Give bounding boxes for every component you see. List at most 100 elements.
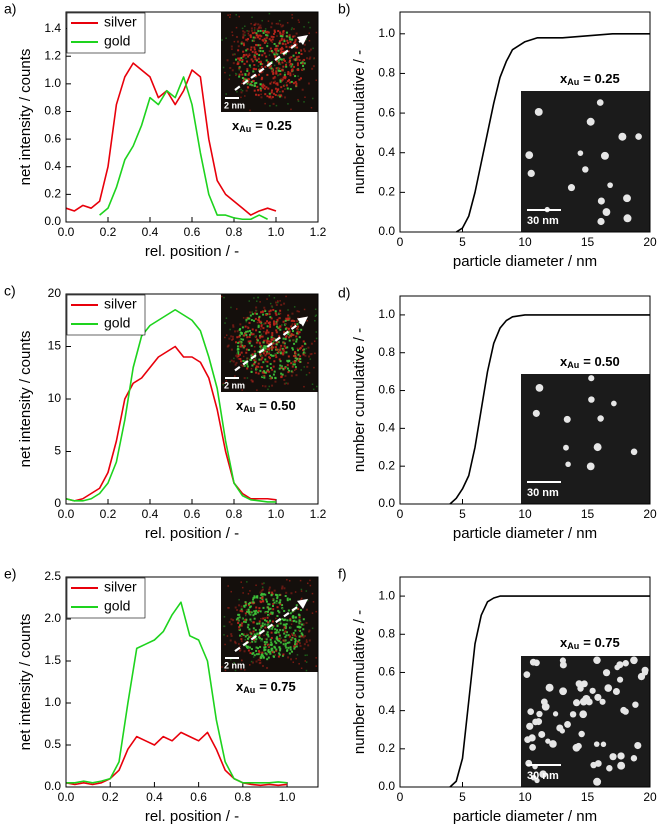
inset-noise xyxy=(292,73,295,76)
inset-noise xyxy=(224,71,226,74)
legend-box xyxy=(66,12,146,54)
inset-pixel xyxy=(247,55,250,58)
particle xyxy=(552,711,559,717)
inset-noise xyxy=(235,73,238,75)
inset-pixel xyxy=(241,59,244,62)
inset-noise xyxy=(274,352,276,355)
inset-pixel xyxy=(297,359,300,362)
composition-subscript: Au xyxy=(567,77,579,87)
inset-pixel xyxy=(300,635,303,638)
inset-pixel xyxy=(267,31,270,34)
inset-pixel xyxy=(272,354,275,357)
inset-pixel xyxy=(250,46,253,49)
inset-pixel xyxy=(270,67,273,70)
inset-pixel xyxy=(267,651,270,654)
inset-pixel xyxy=(281,42,284,45)
inset-pixel xyxy=(258,54,261,57)
y-tick-label: 0.6 xyxy=(44,131,61,145)
inset-pixel xyxy=(247,340,250,343)
inset-pixel xyxy=(276,595,279,598)
inset-pixel xyxy=(272,337,275,340)
particle xyxy=(534,777,540,784)
data-line xyxy=(65,345,277,502)
inset-pixel xyxy=(294,640,297,643)
inset-noise xyxy=(292,661,295,663)
inset-pixel xyxy=(238,628,241,631)
inset-noise xyxy=(261,354,263,357)
inset-noise xyxy=(249,590,251,592)
inset-pixel xyxy=(246,336,249,339)
x-tick-label: 1.2 xyxy=(310,507,327,521)
x-axis-label: rel. position / - xyxy=(145,243,239,260)
inset-pixel xyxy=(283,345,286,348)
inset-noise xyxy=(221,39,223,41)
inset-pixel xyxy=(287,50,290,53)
particle xyxy=(563,415,571,423)
inset-pixel xyxy=(284,338,287,341)
inset-pixel xyxy=(275,321,278,324)
inset-pixel xyxy=(292,620,295,623)
inset-pixel xyxy=(271,70,274,73)
particle xyxy=(596,99,604,106)
inset-pixel xyxy=(295,82,298,85)
particle xyxy=(535,718,543,726)
inset-pixel xyxy=(272,35,275,38)
inset-pixel xyxy=(246,367,249,370)
inset-pixel xyxy=(241,622,244,625)
inset-noise xyxy=(305,590,308,592)
inset-pixel xyxy=(256,647,259,650)
inset-pixel xyxy=(309,48,312,51)
inset-pixel xyxy=(264,65,267,68)
inset-pixel xyxy=(294,81,297,84)
inset-pixel xyxy=(305,621,308,624)
inset-pixel xyxy=(291,610,294,613)
inset-pixel xyxy=(246,365,249,368)
inset-pixel xyxy=(283,587,286,590)
inset-pixel xyxy=(293,65,296,68)
panel-label: d) xyxy=(338,285,350,301)
inset-pixel xyxy=(246,82,249,85)
inset-pixel xyxy=(292,54,295,57)
inset-pixel xyxy=(250,648,253,651)
inset-pixel xyxy=(282,639,285,642)
inset-noise xyxy=(312,97,314,100)
inset-pixel xyxy=(300,62,303,65)
inset-pixel xyxy=(295,645,298,648)
inset-pixel xyxy=(269,612,272,615)
composition-label: xAu = 0.50 xyxy=(560,354,620,370)
inset-pixel xyxy=(266,610,269,613)
inset-pixel xyxy=(270,336,273,339)
inset-noise xyxy=(238,598,240,601)
inset-pixel xyxy=(243,62,246,65)
inset-pixel xyxy=(272,342,275,345)
inset-pixel xyxy=(298,78,301,81)
particle xyxy=(593,741,600,747)
inset-pixel xyxy=(289,635,292,638)
inset-pixel xyxy=(244,332,247,335)
inset-pixel xyxy=(278,601,281,604)
inset-pixel xyxy=(311,67,314,70)
inset-pixel xyxy=(262,606,265,609)
y-tick-label: 1.0 xyxy=(378,26,395,40)
inset-pixel xyxy=(252,70,255,73)
inset-pixel xyxy=(277,351,280,354)
inset-pixel xyxy=(265,86,268,89)
inset-pixel xyxy=(274,48,277,51)
composition-value: = 0.75 xyxy=(259,679,296,694)
inset-pixel xyxy=(235,354,238,357)
inset-pixel xyxy=(265,36,268,39)
inset-pixel xyxy=(238,626,241,629)
inset-pixel xyxy=(232,62,235,65)
inset-pixel xyxy=(246,48,249,51)
inset-pixel xyxy=(282,643,285,646)
inset-pixel xyxy=(278,358,281,361)
inset-pixel xyxy=(268,310,271,313)
inset-pixel xyxy=(273,360,276,363)
inset-noise xyxy=(268,351,271,353)
inset-pixel xyxy=(268,313,271,316)
inset-pixel xyxy=(296,327,299,330)
particle xyxy=(589,687,596,694)
inset-pixel xyxy=(230,623,233,626)
inset-pixel xyxy=(253,55,256,58)
